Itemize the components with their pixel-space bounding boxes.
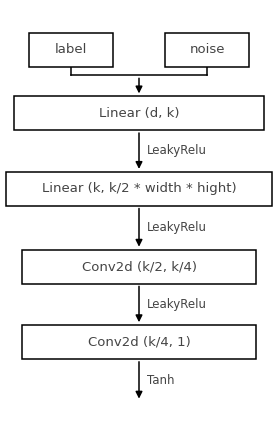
FancyBboxPatch shape (22, 250, 256, 283)
FancyBboxPatch shape (14, 96, 264, 130)
Text: Conv2d (k/4, 1): Conv2d (k/4, 1) (88, 335, 190, 349)
FancyBboxPatch shape (22, 325, 256, 359)
Text: Linear (d, k): Linear (d, k) (99, 107, 179, 120)
Text: noise: noise (189, 43, 225, 56)
FancyBboxPatch shape (29, 33, 113, 66)
FancyBboxPatch shape (6, 172, 272, 206)
Text: Conv2d (k/2, k/4): Conv2d (k/2, k/4) (81, 260, 197, 273)
FancyBboxPatch shape (165, 33, 249, 66)
Text: Tanh: Tanh (147, 374, 175, 387)
Text: label: label (55, 43, 87, 56)
Text: Linear (k, k/2 * width * hight): Linear (k, k/2 * width * hight) (42, 182, 236, 195)
Text: LeakyRelu: LeakyRelu (147, 298, 207, 311)
Text: LeakyRelu: LeakyRelu (147, 145, 207, 158)
Text: LeakyRelu: LeakyRelu (147, 221, 207, 234)
